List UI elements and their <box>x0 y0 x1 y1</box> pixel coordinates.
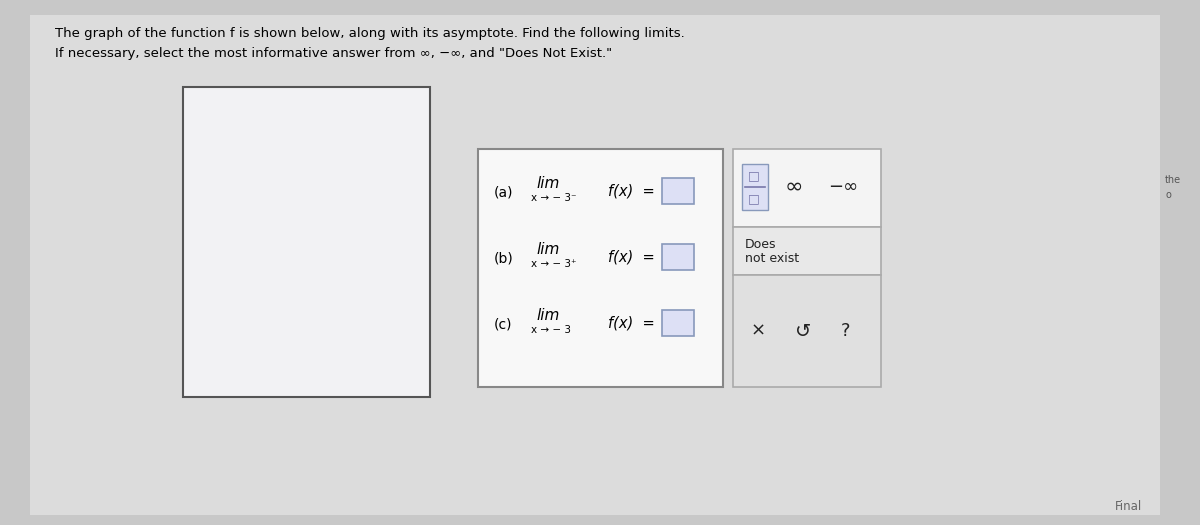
FancyBboxPatch shape <box>742 164 768 210</box>
Text: □: □ <box>748 193 760 205</box>
Text: −∞: −∞ <box>828 178 858 196</box>
FancyBboxPatch shape <box>478 149 722 387</box>
Text: ?: ? <box>841 322 851 340</box>
Text: The graph of the function f is shown below, along with its asymptote. Find the f: The graph of the function f is shown bel… <box>55 27 685 40</box>
Text: (c): (c) <box>494 318 512 332</box>
Text: □: □ <box>748 170 760 183</box>
Text: lim: lim <box>536 175 559 191</box>
Text: the: the <box>1165 175 1181 185</box>
Text: (b): (b) <box>494 252 514 266</box>
Text: Final: Final <box>1115 500 1142 513</box>
Text: (a): (a) <box>494 186 514 200</box>
Text: ↺: ↺ <box>796 321 811 341</box>
Text: f(x)  =: f(x) = <box>608 249 655 265</box>
Text: x → − 3⁺: x → − 3⁺ <box>530 259 576 269</box>
Text: f(x)  =: f(x) = <box>608 184 655 198</box>
Text: x → − 3⁻: x → − 3⁻ <box>530 193 576 203</box>
FancyBboxPatch shape <box>733 275 881 387</box>
FancyBboxPatch shape <box>662 310 694 336</box>
Text: not exist: not exist <box>745 251 799 265</box>
FancyBboxPatch shape <box>733 149 881 227</box>
Text: lim: lim <box>536 242 559 257</box>
Text: x: x <box>427 202 433 212</box>
FancyBboxPatch shape <box>662 178 694 204</box>
Text: lim: lim <box>536 308 559 322</box>
Text: x → − 3: x → − 3 <box>530 325 571 335</box>
Text: ×: × <box>751 322 766 340</box>
Text: Does: Does <box>745 237 776 250</box>
Bar <box>182 87 430 397</box>
FancyBboxPatch shape <box>662 244 694 270</box>
Text: o: o <box>1165 190 1171 200</box>
Text: f(x)  =: f(x) = <box>608 316 655 331</box>
FancyBboxPatch shape <box>733 227 881 275</box>
Text: ∞: ∞ <box>785 177 804 197</box>
Text: If necessary, select the most informative answer from ∞, −∞, and "Does Not Exist: If necessary, select the most informativ… <box>55 47 612 60</box>
